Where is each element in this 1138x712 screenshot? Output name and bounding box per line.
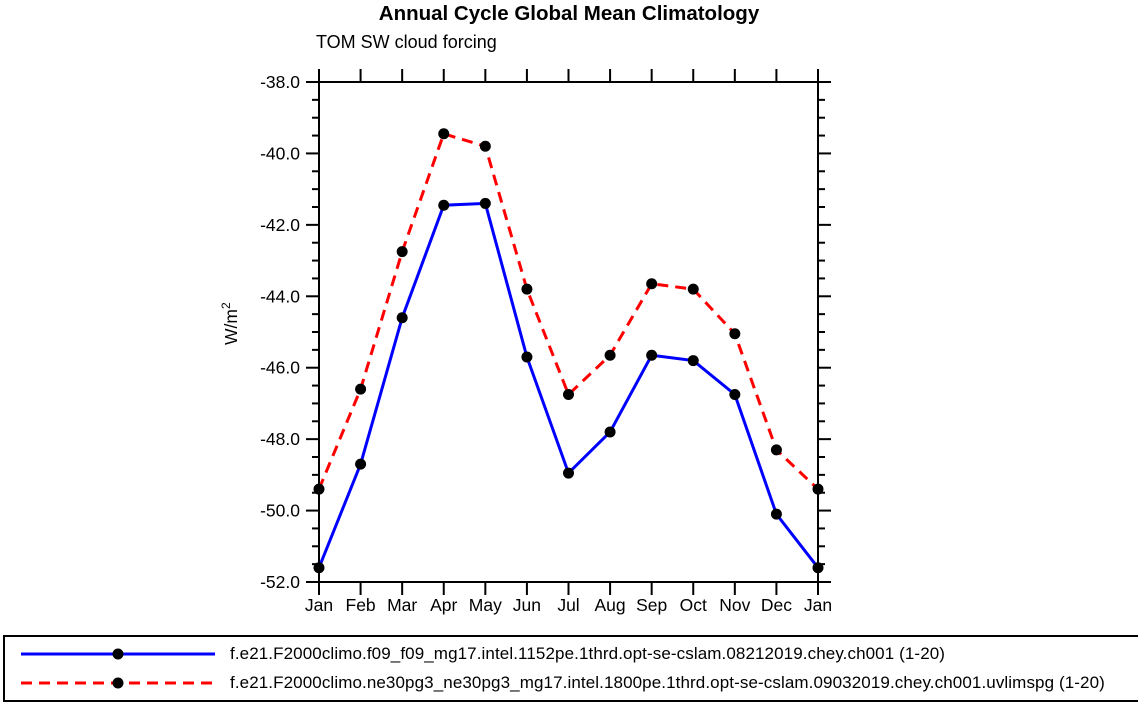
series-line-1 <box>317 131 820 491</box>
y-axis-tick-label: -40.0 <box>260 143 300 163</box>
x-axis <box>318 69 819 595</box>
data-point <box>729 389 741 400</box>
data-point <box>646 278 658 290</box>
data-point <box>646 349 658 361</box>
legend-sample-marker <box>112 648 124 660</box>
x-axis-labels: Jan Feb Mar Apr May Jun Jul Aug Sep Oct Nov Dec Jan <box>305 595 832 615</box>
x-axis-tick-label: Sep <box>636 595 667 615</box>
x-axis-tick-label: Dec <box>761 595 792 615</box>
y-axis-tick-label: -42.0 <box>260 215 300 235</box>
data-point <box>479 197 491 209</box>
x-axis-tick-label: Jun <box>513 595 541 615</box>
data-point <box>812 483 824 495</box>
x-axis-tick-label: Nov <box>719 595 750 615</box>
x-axis-tick-label: Oct <box>680 595 707 615</box>
data-point <box>729 328 741 340</box>
data-point <box>438 128 450 140</box>
legend-row: f.e21.F2000climo.ne30pg3_ne30pg3_mg17.in… <box>20 670 1138 696</box>
data-point <box>355 383 367 395</box>
x-axis-tick-label: Feb <box>346 595 376 615</box>
data-point <box>770 508 782 520</box>
x-axis-tick-label: Aug <box>595 595 626 615</box>
x-axis-tick-label: Jul <box>557 595 579 615</box>
x-axis-tick-label: Jan <box>305 595 333 615</box>
y-axis-tick-label: -44.0 <box>260 286 300 306</box>
y-axis-tick-label: -50.0 <box>260 501 300 521</box>
legend-swatch <box>21 648 215 660</box>
data-point <box>313 562 325 574</box>
data-point <box>396 312 408 324</box>
x-axis-tick-label: Mar <box>387 595 417 615</box>
legend-swatch <box>21 677 215 689</box>
y-axis <box>306 81 831 583</box>
data-point <box>479 140 491 152</box>
y-axis-tick-label: -46.0 <box>260 358 300 378</box>
legend-sample-marker <box>112 677 124 689</box>
data-point <box>313 483 325 495</box>
data-point <box>521 351 533 363</box>
series-markers-1 <box>313 128 824 495</box>
plot-frame <box>318 81 819 583</box>
data-point <box>687 355 699 367</box>
x-axis-tick-label: Jan <box>804 595 832 615</box>
legend-label: f.e21.F2000climo.ne30pg3_ne30pg3_mg17.in… <box>230 673 1105 693</box>
y-axis-tick-label: -38.0 <box>260 72 300 92</box>
data-point <box>687 283 699 295</box>
y-axis-tick-label: -52.0 <box>260 572 300 592</box>
y-axis-tick-label: -48.0 <box>260 429 300 449</box>
chart-subtitle: TOM SW cloud forcing <box>316 32 497 52</box>
legend: f.e21.F2000climo.f09_f09_mg17.intel.1152… <box>3 635 1138 702</box>
data-point <box>604 349 616 361</box>
x-axis-tick-label: Apr <box>430 595 457 615</box>
data-point <box>521 283 533 295</box>
data-point <box>770 444 782 456</box>
x-axis-tick-label: May <box>469 595 502 615</box>
data-point <box>396 246 408 258</box>
data-point <box>438 199 450 211</box>
legend-label: f.e21.F2000climo.f09_f09_mg17.intel.1152… <box>230 643 946 663</box>
series-line-0 <box>317 201 820 569</box>
chart-title: Annual Cycle Global Mean Climatology <box>378 2 760 25</box>
y-axis-title: W/m2 <box>219 302 241 345</box>
data-point <box>563 389 574 400</box>
series-markers-0 <box>313 197 824 574</box>
y-axis-labels: -38.0 -40.0 -42.0 -44.0 -46.0 -48.0 -50.0 -52.0 <box>260 72 300 592</box>
data-point <box>355 458 367 470</box>
data-point <box>604 426 616 438</box>
plot-area: Jan Feb Mar Apr May Jun Jul Aug Sep Oct Nov Dec Jan-… <box>219 69 832 615</box>
legend-row: f.e21.F2000climo.f09_f09_mg17.intel.1152… <box>20 641 1138 667</box>
data-point <box>563 467 574 479</box>
data-point <box>812 562 824 574</box>
